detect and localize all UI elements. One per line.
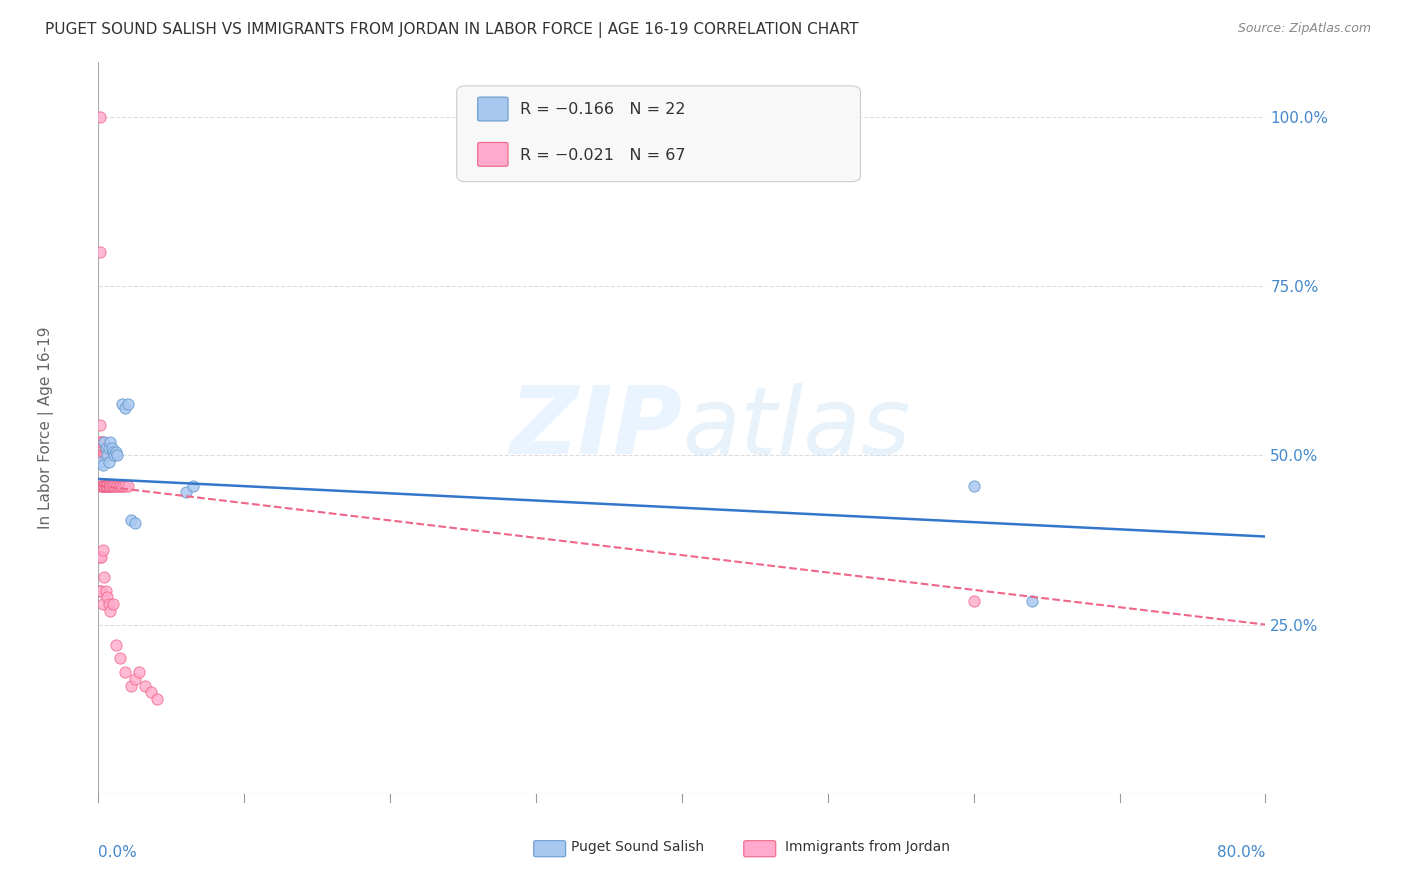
Point xyxy=(96,448,118,462)
Point xyxy=(90,448,112,462)
Point xyxy=(98,604,121,618)
Point xyxy=(104,638,127,652)
Point xyxy=(105,448,128,462)
Point xyxy=(124,672,146,686)
Point xyxy=(181,479,204,493)
Point xyxy=(93,479,115,493)
Point xyxy=(97,455,120,469)
Point xyxy=(90,448,112,462)
Point xyxy=(94,583,117,598)
Text: 80.0%: 80.0% xyxy=(1218,845,1265,860)
Point xyxy=(139,685,162,699)
Text: Puget Sound Salish: Puget Sound Salish xyxy=(571,840,704,855)
Point xyxy=(105,479,128,493)
FancyBboxPatch shape xyxy=(744,840,776,857)
Point xyxy=(100,442,122,456)
Point xyxy=(89,448,111,462)
Point xyxy=(91,479,114,493)
Point xyxy=(90,479,112,493)
Point xyxy=(101,597,124,611)
Point xyxy=(90,479,112,493)
Point xyxy=(90,583,112,598)
Point xyxy=(97,479,120,493)
Point xyxy=(93,448,115,462)
Point xyxy=(117,397,139,411)
Point xyxy=(94,479,117,493)
Point xyxy=(91,434,114,449)
Point xyxy=(91,479,114,493)
Point xyxy=(124,516,146,530)
Point xyxy=(101,445,124,459)
Point xyxy=(101,479,124,493)
Point xyxy=(89,245,111,260)
Point xyxy=(91,543,114,558)
Point xyxy=(94,448,117,462)
Text: Source: ZipAtlas.com: Source: ZipAtlas.com xyxy=(1237,22,1371,36)
Point xyxy=(94,442,117,456)
Point xyxy=(93,570,115,584)
Point xyxy=(96,591,118,605)
Point xyxy=(89,549,111,564)
Point xyxy=(89,583,111,598)
Point xyxy=(93,479,115,493)
Point xyxy=(90,455,112,469)
Point xyxy=(100,479,122,493)
Text: In Labor Force | Age 16-19: In Labor Force | Age 16-19 xyxy=(38,326,53,530)
Point xyxy=(120,679,142,693)
FancyBboxPatch shape xyxy=(478,143,508,166)
Text: Immigrants from Jordan: Immigrants from Jordan xyxy=(785,840,949,855)
Point xyxy=(90,434,112,449)
Point xyxy=(104,479,127,493)
Point xyxy=(146,692,169,706)
Point xyxy=(91,448,114,462)
Point xyxy=(97,442,120,456)
Point xyxy=(962,594,984,608)
Text: PUGET SOUND SALISH VS IMMIGRANTS FROM JORDAN IN LABOR FORCE | AGE 16-19 CORRELAT: PUGET SOUND SALISH VS IMMIGRANTS FROM JO… xyxy=(45,22,859,38)
Point xyxy=(96,479,118,493)
Point xyxy=(962,479,984,493)
FancyBboxPatch shape xyxy=(534,840,565,857)
Point xyxy=(97,597,120,611)
Point xyxy=(103,448,125,462)
Point xyxy=(93,434,115,449)
Point xyxy=(90,549,112,564)
Point xyxy=(117,479,139,493)
Point xyxy=(114,665,136,679)
Point xyxy=(91,458,114,473)
Point xyxy=(94,479,117,493)
Point xyxy=(110,651,132,665)
Point xyxy=(108,479,131,493)
Point xyxy=(103,479,125,493)
Point xyxy=(98,434,121,449)
Point xyxy=(93,479,115,493)
Point xyxy=(96,479,118,493)
Point xyxy=(91,479,114,493)
Point xyxy=(104,445,127,459)
Point xyxy=(134,679,156,693)
Point xyxy=(114,479,136,493)
FancyBboxPatch shape xyxy=(478,97,508,121)
Point xyxy=(110,479,132,493)
Point xyxy=(91,597,114,611)
Point xyxy=(89,110,111,124)
Text: R = −0.166   N = 22: R = −0.166 N = 22 xyxy=(520,103,685,118)
Point xyxy=(98,479,121,493)
Point xyxy=(89,434,111,449)
Point xyxy=(97,479,120,493)
Point xyxy=(112,479,135,493)
Point xyxy=(120,512,142,526)
Point xyxy=(98,479,121,493)
Point xyxy=(111,479,134,493)
Point xyxy=(128,665,150,679)
Point xyxy=(174,485,197,500)
Text: ZIP: ZIP xyxy=(509,382,682,475)
Point xyxy=(114,401,136,415)
FancyBboxPatch shape xyxy=(457,86,860,182)
Text: atlas: atlas xyxy=(682,383,910,474)
Point xyxy=(1021,594,1043,608)
Point xyxy=(89,417,111,432)
Text: 0.0%: 0.0% xyxy=(98,845,138,860)
Point xyxy=(111,397,134,411)
Text: R = −0.021   N = 67: R = −0.021 N = 67 xyxy=(520,148,685,163)
